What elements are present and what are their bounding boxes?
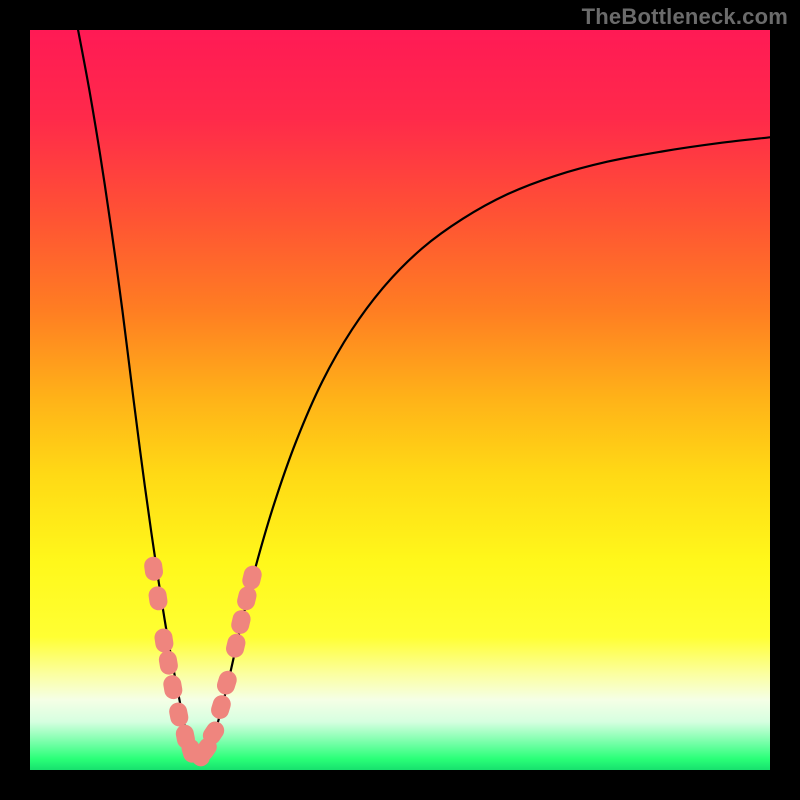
bottleneck-curve-chart bbox=[0, 0, 800, 800]
attribution-label: TheBottleneck.com bbox=[582, 4, 788, 30]
plot-background-gradient bbox=[30, 30, 770, 770]
chart-container: TheBottleneck.com bbox=[0, 0, 800, 800]
